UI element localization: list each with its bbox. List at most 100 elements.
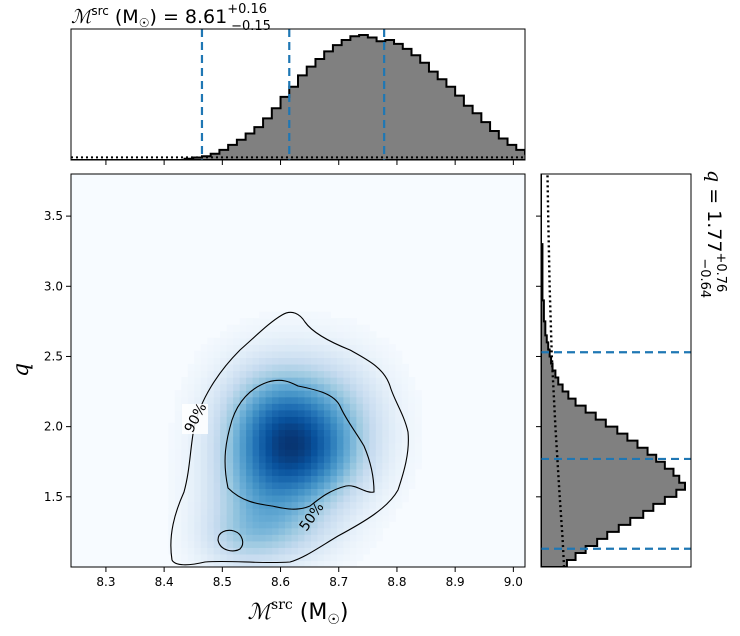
heatmap-cell (272, 560, 280, 567)
heatmap-cell (252, 337, 260, 345)
heatmap-cell (233, 390, 241, 398)
heatmap-cell (278, 540, 286, 548)
heatmap-cell (278, 409, 286, 417)
heatmap-cell (362, 383, 370, 391)
heatmap-cell (356, 383, 364, 391)
heatmap-cell (187, 508, 195, 516)
heatmap-cell (408, 468, 416, 476)
heatmap-cell (349, 488, 357, 496)
heatmap-cell (336, 390, 344, 398)
heatmap-cell (362, 344, 370, 352)
heatmap-cell (239, 383, 247, 391)
heatmap-cell (375, 534, 383, 542)
heatmap-cell (356, 331, 364, 339)
heatmap-cell (285, 534, 293, 542)
heatmap-cell (226, 350, 234, 358)
heatmap-cell (401, 468, 409, 476)
heatmap-cell (382, 514, 390, 522)
heatmap-cell (272, 481, 280, 489)
heatmap-cell (259, 501, 267, 509)
heatmap-cell (382, 508, 390, 516)
heatmap-cell (356, 468, 364, 476)
heatmap-cell (265, 527, 273, 535)
heatmap-cell (330, 331, 338, 339)
heatmap-cell (220, 377, 228, 385)
heatmap-cell (304, 416, 312, 424)
heatmap-cell (317, 390, 325, 398)
heatmap-cell (252, 547, 260, 555)
heatmap-cell (356, 501, 364, 509)
heatmap-cell (278, 331, 286, 339)
heatmap-cell (181, 442, 189, 450)
heatmap-cell (207, 403, 215, 411)
heatmap-cell (395, 481, 403, 489)
heatmap-cell (226, 527, 234, 535)
heatmap-cell (252, 553, 260, 562)
heatmap-cell (349, 540, 357, 548)
heatmap-cell (291, 508, 299, 516)
heatmap-cell (298, 514, 306, 522)
x-axis-label-close: ) (340, 600, 349, 625)
heatmap-cell (278, 363, 286, 372)
heatmap-cell (272, 442, 280, 450)
heatmap-cell (265, 318, 273, 326)
heatmap-cell (194, 442, 202, 450)
x-axis-label-sup: src (271, 597, 293, 613)
heatmap-cell (252, 475, 260, 483)
heatmap-cell (252, 357, 260, 365)
heatmap-cell (298, 396, 306, 404)
heatmap-cell (265, 560, 273, 567)
heatmap-cell (291, 455, 299, 463)
heatmap-cell (233, 501, 241, 509)
heatmap-cell (259, 547, 267, 555)
heatmap-cell (323, 422, 332, 431)
heatmap-cell (369, 383, 377, 391)
heatmap-cell (207, 521, 215, 529)
heatmap-cell (220, 337, 228, 345)
heatmap-cell (317, 553, 325, 562)
heatmap-cell (310, 429, 319, 437)
heatmap-cell (317, 534, 325, 542)
heatmap-cell (298, 350, 306, 358)
right-title-value: = 1.77 (703, 182, 725, 252)
heatmap-cell (310, 337, 319, 345)
heatmap-cell (174, 540, 182, 548)
heatmap-cell (414, 429, 422, 437)
heatmap-cell (401, 442, 409, 450)
heatmap-cell (200, 357, 208, 365)
heatmap-cell (343, 547, 351, 555)
heatmap-cell (395, 409, 403, 417)
heatmap-cell (343, 337, 351, 345)
heatmap-cell (291, 377, 299, 385)
heatmap-cell (323, 475, 332, 483)
heatmap-cell (226, 377, 234, 385)
heatmap-cell (239, 416, 247, 424)
heatmap-cell (375, 508, 383, 516)
heatmap-cell (239, 350, 247, 358)
heatmap-cell (278, 534, 286, 542)
heatmap-cell (349, 318, 357, 326)
heatmap-cell (285, 494, 293, 503)
heatmap-cell (252, 560, 260, 567)
heatmap-cell (369, 540, 377, 548)
heatmap-cell (200, 383, 208, 391)
heatmap-cell (213, 350, 221, 358)
heatmap-cell (343, 436, 351, 444)
heatmap-cell (343, 540, 351, 548)
heatmap-cell (246, 540, 254, 548)
heatmap-cell (265, 449, 273, 457)
heatmap-cell (310, 370, 319, 378)
heatmap-cell (369, 501, 377, 509)
heatmap-cell (200, 553, 208, 562)
heatmap-cell (194, 449, 202, 457)
heatmap-cell (401, 449, 409, 457)
heatmap-cell (252, 494, 260, 503)
heatmap-cell (330, 383, 338, 391)
heatmap-cell (375, 396, 383, 404)
heatmap-cell (330, 344, 338, 352)
heatmap-cell (259, 416, 267, 424)
heatmap-cell (388, 357, 396, 365)
heatmap-cell (323, 350, 332, 358)
heatmap-cell (323, 370, 332, 378)
heatmap-cell (310, 318, 319, 326)
